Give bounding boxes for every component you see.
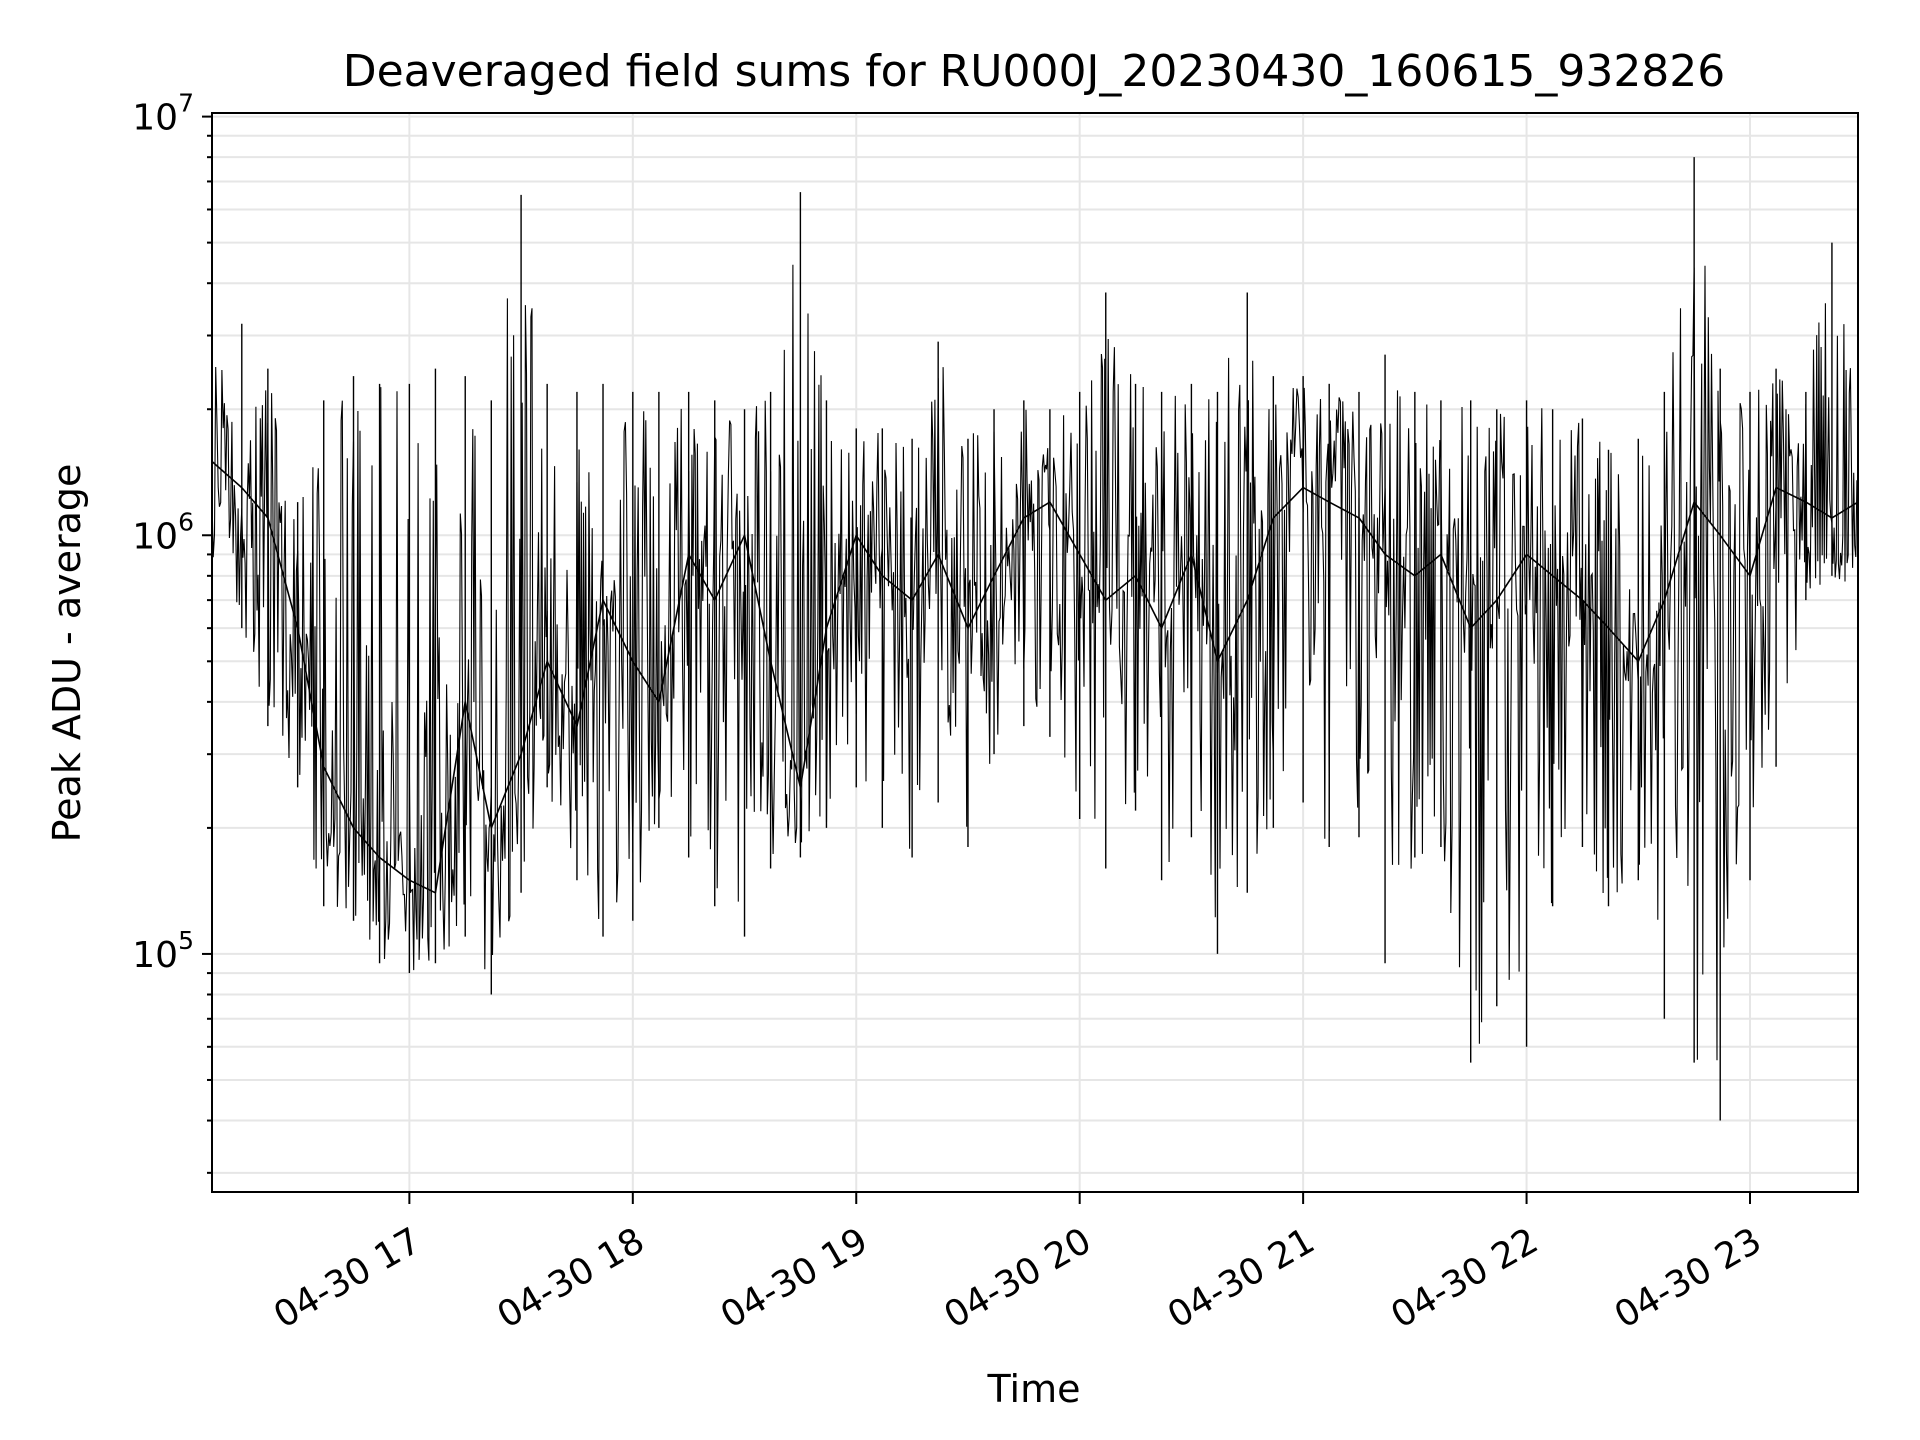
y-tick-label: 106 xyxy=(132,507,194,557)
series-trace xyxy=(211,264,1858,1061)
series-line xyxy=(211,460,1859,894)
chart-title: Deaveraged field sums for RU000J_2023043… xyxy=(343,46,1726,97)
x-axis-label: Time xyxy=(987,1367,1081,1411)
y-tick-exponent: 7 xyxy=(178,89,194,118)
y-tick-label: 105 xyxy=(132,926,194,976)
plot-frame xyxy=(211,112,1859,1193)
y-tick-label: 107 xyxy=(132,89,194,139)
y-tick-base: 10 xyxy=(132,935,178,976)
y-tick-base: 10 xyxy=(132,516,178,557)
y-tick-exponent: 5 xyxy=(178,926,194,955)
y-axis-label: Peak ADU - average xyxy=(45,464,89,843)
data-series xyxy=(211,157,1859,1121)
y-tick-exponent: 6 xyxy=(178,507,194,536)
y-tick-base: 10 xyxy=(132,98,178,139)
